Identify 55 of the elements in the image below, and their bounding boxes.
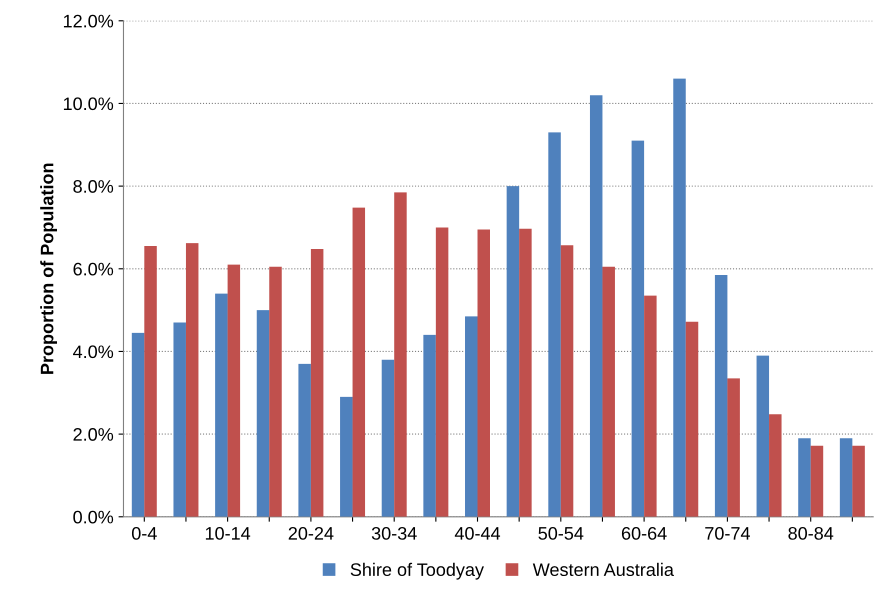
x-tick-label: 50-54: [538, 526, 584, 540]
bar: [228, 264, 240, 517]
bar: [144, 246, 157, 517]
bar: [423, 334, 436, 517]
x-tick-label: 40-44: [454, 526, 500, 540]
bar: [810, 446, 824, 517]
x-tick-label: 30-34: [372, 526, 417, 540]
bar: [382, 360, 394, 517]
y-tick-label: 2.0%: [74, 428, 114, 441]
bar: [436, 227, 448, 517]
bar: [269, 266, 282, 517]
bar: [298, 364, 311, 517]
x-tick-label: 60-64: [622, 526, 667, 540]
y-tick-label: 10.0%: [64, 97, 114, 110]
bar: [186, 243, 198, 517]
y-tick-label: 12.0%: [64, 14, 114, 28]
bar: [840, 438, 852, 517]
bar: [590, 95, 602, 517]
x-tick-label: 20-24: [288, 526, 334, 540]
bar: [173, 322, 186, 517]
bar: [132, 332, 144, 517]
bar: [644, 296, 657, 517]
bar: [478, 230, 490, 517]
y-axis-title: Proportion of Population: [40, 164, 58, 374]
bar: [686, 322, 698, 517]
bar: [215, 294, 228, 517]
x-tick-label: 70-74: [705, 526, 750, 540]
y-tick-label: 8.0%: [73, 180, 114, 193]
bar: [256, 310, 270, 517]
bar: [548, 132, 561, 517]
legend-label: Western Australia: [532, 562, 674, 576]
bar: [798, 438, 811, 517]
bar: [560, 245, 574, 517]
x-tick-label: 80-84: [788, 526, 834, 540]
bar: [465, 316, 478, 517]
bar: [602, 266, 615, 517]
bar: [727, 378, 740, 517]
bar: [632, 140, 644, 517]
bar: [519, 228, 532, 517]
bar: [340, 396, 353, 517]
bar: [506, 186, 520, 517]
x-tick-label: 10-14: [206, 526, 250, 540]
bar: [352, 208, 366, 517]
y-tick-label: 4.0%: [73, 345, 114, 358]
y-tick-label: 0.0%: [73, 510, 114, 524]
bar: [310, 248, 324, 517]
bar: [394, 192, 407, 517]
y-tick-label: 6.0%: [74, 262, 114, 276]
bar: [852, 446, 865, 517]
x-tick-label: 0-4: [132, 526, 157, 540]
bar: [673, 78, 686, 517]
bar: [769, 414, 782, 517]
bar: [714, 274, 728, 517]
legend-label: Shire of Toodyay: [350, 562, 484, 580]
bar: [756, 356, 770, 517]
